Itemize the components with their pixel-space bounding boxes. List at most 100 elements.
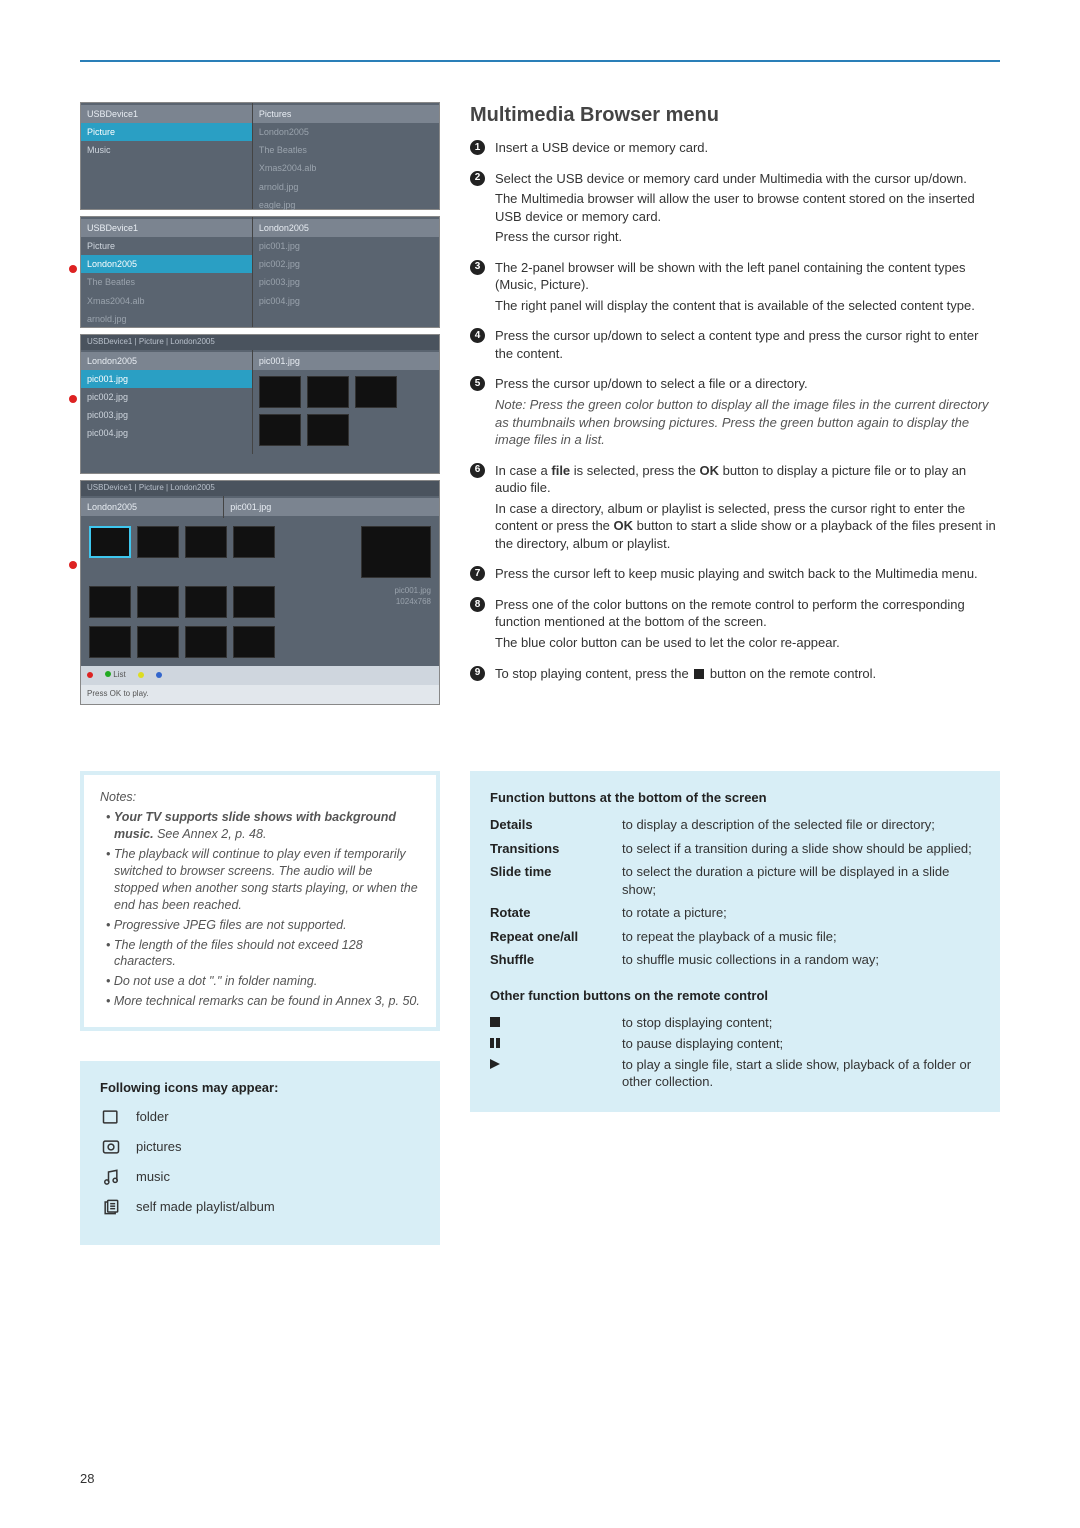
s1-item: Music: [81, 141, 252, 159]
stop-icon: [490, 1017, 500, 1027]
s2-ritem: pic001.jpg: [253, 237, 439, 255]
step-text: In case a directory, album or playlist i…: [495, 500, 1000, 553]
instructions-column: Multimedia Browser menu 1Insert a USB de…: [470, 102, 1000, 711]
func-desc: to repeat the playback of a music file;: [622, 928, 980, 946]
remote-desc: to stop displaying content;: [622, 1014, 980, 1032]
s4-info1: pic001.jpg: [361, 586, 431, 597]
func-row: Transitions to select if a transition dur…: [490, 840, 980, 858]
s4-footer: List: [81, 666, 439, 685]
icons-panel: Following icons may appear: folder pictu…: [80, 1061, 440, 1245]
step-number: 6: [470, 463, 485, 478]
s2-item: The Beatles: [81, 273, 252, 291]
step-text: The Multimedia browser will allow the us…: [495, 190, 1000, 225]
thumb: [355, 376, 397, 408]
s2-item: Xmas2004.alb: [81, 292, 252, 310]
func-row: Detailsto display a description of the s…: [490, 816, 980, 834]
s4-footer-press: Press OK to play.: [81, 685, 439, 704]
s3-item: pic003.jpg: [81, 406, 252, 424]
thumb: [259, 414, 301, 446]
s1-ritem: eagle.jpg: [253, 196, 439, 214]
step-number: 4: [470, 328, 485, 343]
note-item: More technical remarks can be found in A…: [106, 993, 420, 1010]
icon-label: folder: [136, 1108, 169, 1126]
note-item: The playback will continue to play even …: [106, 846, 420, 914]
step-text: To stop playing content, press the butto…: [495, 665, 1000, 683]
s2-item: Picture: [81, 237, 252, 255]
s1-item: Picture: [81, 123, 252, 141]
step-number: 8: [470, 597, 485, 612]
s2-ritem: pic003.jpg: [253, 273, 439, 291]
remote-row: to stop displaying content;: [490, 1014, 980, 1032]
red-dot-icon: [69, 265, 77, 273]
s1-ritem: The Beatles: [253, 141, 439, 159]
s2-left-header: USBDevice1: [81, 219, 252, 237]
func-head1: Function buttons at the bottom of the sc…: [490, 789, 980, 807]
screenshots-column: USBDevice1 Picture Music Pictures London…: [80, 102, 440, 711]
step-text: Press the cursor left to keep music play…: [495, 565, 1000, 583]
step-text: Press the cursor up/down to select a con…: [495, 327, 1000, 362]
thumb: [137, 626, 179, 658]
func-label: Shuffle: [490, 951, 610, 969]
header-rule: [80, 60, 1000, 62]
icons-head: Following icons may appear:: [100, 1079, 420, 1097]
s1-right-header: Pictures: [253, 105, 439, 123]
notes-box: Notes: Your TV supports slide shows with…: [80, 771, 440, 1032]
play-icon: [490, 1059, 500, 1069]
thumb: [137, 586, 179, 618]
thumb: [185, 586, 227, 618]
s3-right-header: pic001.jpg: [253, 352, 439, 370]
thumb: [307, 376, 349, 408]
func-label: Rotate: [490, 904, 610, 922]
tv-screenshot-2: USBDevice1 Picture London2005 The Beatle…: [80, 216, 440, 328]
function-panel: Function buttons at the bottom of the sc…: [470, 771, 1000, 1112]
func-desc: to rotate a picture;: [622, 904, 980, 922]
preview-thumb: [361, 526, 431, 578]
note-item: The length of the files should not excee…: [106, 937, 420, 971]
blue-dot-icon: [156, 672, 162, 678]
folder-icon: [100, 1107, 122, 1127]
page-number: 28: [80, 1470, 94, 1488]
step-text: Press the cursor right.: [495, 228, 1000, 246]
s3-item: pic004.jpg: [81, 424, 252, 442]
func-label: Slide time: [490, 863, 610, 898]
s4-crumb: USBDevice1 | Picture | London2005: [81, 481, 439, 496]
step-note: Note: Press the green color button to di…: [495, 396, 1000, 449]
icon-label: music: [136, 1168, 170, 1186]
func-desc: to select if a transition during a slide…: [622, 840, 980, 858]
note-item: Your TV supports slide shows with backgr…: [106, 809, 420, 843]
step-text: In case a file is selected, press the OK…: [495, 462, 1000, 497]
section-title: Multimedia Browser menu: [470, 102, 1000, 129]
tv-screenshot-4: USBDevice1 | Picture | London2005 London…: [80, 480, 440, 705]
thumb: [89, 626, 131, 658]
func-row: Repeat one/all to repeat the playback of …: [490, 928, 980, 946]
thumb: [89, 586, 131, 618]
func-label: Repeat one/all: [490, 928, 610, 946]
func-desc: to select the duration a picture will be…: [622, 863, 980, 898]
func-head2: Other function buttons on the remote con…: [490, 987, 980, 1005]
thumb-selected: [89, 526, 131, 558]
thumb: [233, 586, 275, 618]
s3-left-header: London2005: [81, 352, 252, 370]
func-row: Shuffleto shuffle music collections in a…: [490, 951, 980, 969]
playlist-icon: [100, 1197, 122, 1217]
s2-ritem: pic004.jpg: [253, 292, 439, 310]
icon-label: pictures: [136, 1138, 182, 1156]
step-number: 3: [470, 260, 485, 275]
func-label: Transitions: [490, 840, 610, 858]
red-dot-icon: [69, 395, 77, 403]
func-row: Slide time to select the duration a pictu…: [490, 863, 980, 898]
s4-left-header: London2005: [81, 498, 223, 516]
s1-ritem: Xmas2004.alb: [253, 159, 439, 177]
step-number: 1: [470, 140, 485, 155]
s1-ritem: London2005: [253, 123, 439, 141]
thumb: [137, 526, 179, 558]
thumb: [185, 526, 227, 558]
s1-left-header: USBDevice1: [81, 105, 252, 123]
step-number: 9: [470, 666, 485, 681]
s3-item: pic001.jpg: [81, 370, 252, 388]
thumb: [259, 376, 301, 408]
remote-row: to play a single file, start a slide sho…: [490, 1056, 980, 1091]
thumb: [185, 626, 227, 658]
thumb: [233, 626, 275, 658]
func-desc: to display a description of the selected…: [622, 816, 980, 834]
